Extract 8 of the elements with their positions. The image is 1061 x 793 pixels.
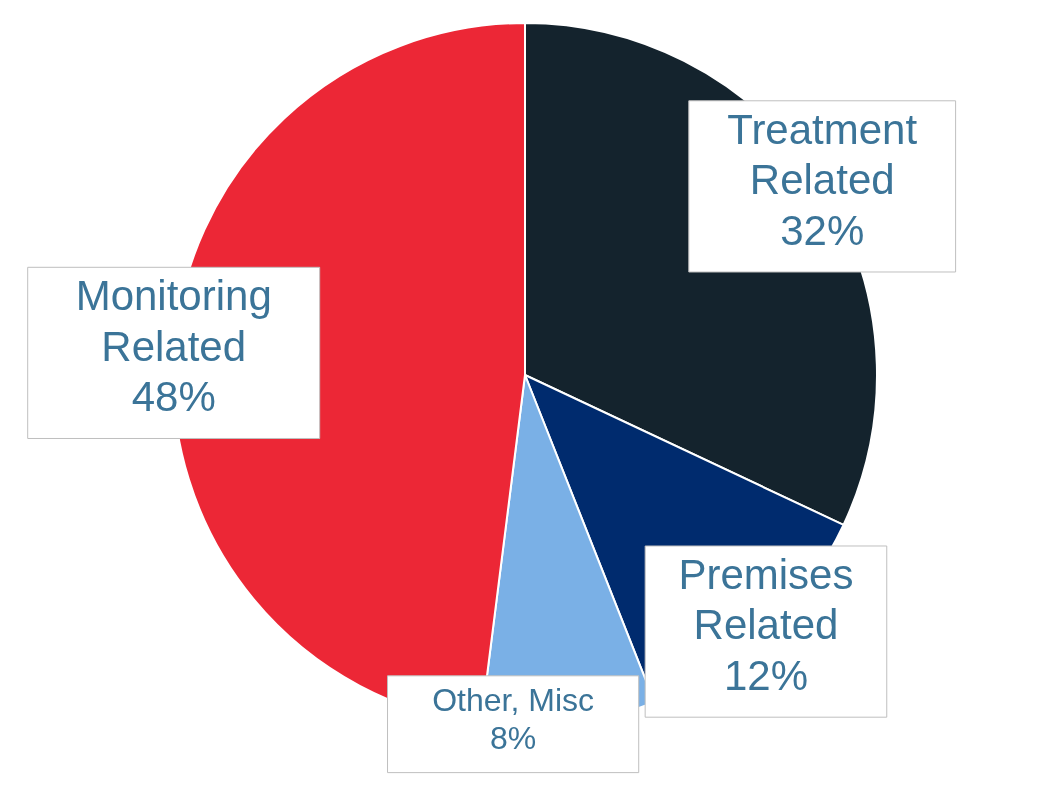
slice-label: Monitoring Related — [75, 272, 272, 370]
data-label: 48% — [131, 373, 216, 421]
slice-label: Treatment Related — [727, 105, 918, 204]
data-label: 8% — [489, 720, 537, 757]
data-label: 12% — [723, 651, 808, 699]
slice-label: Premises Related — [678, 551, 854, 649]
slice-label: Other, Misc — [432, 681, 595, 718]
data-label: 32% — [780, 206, 865, 254]
